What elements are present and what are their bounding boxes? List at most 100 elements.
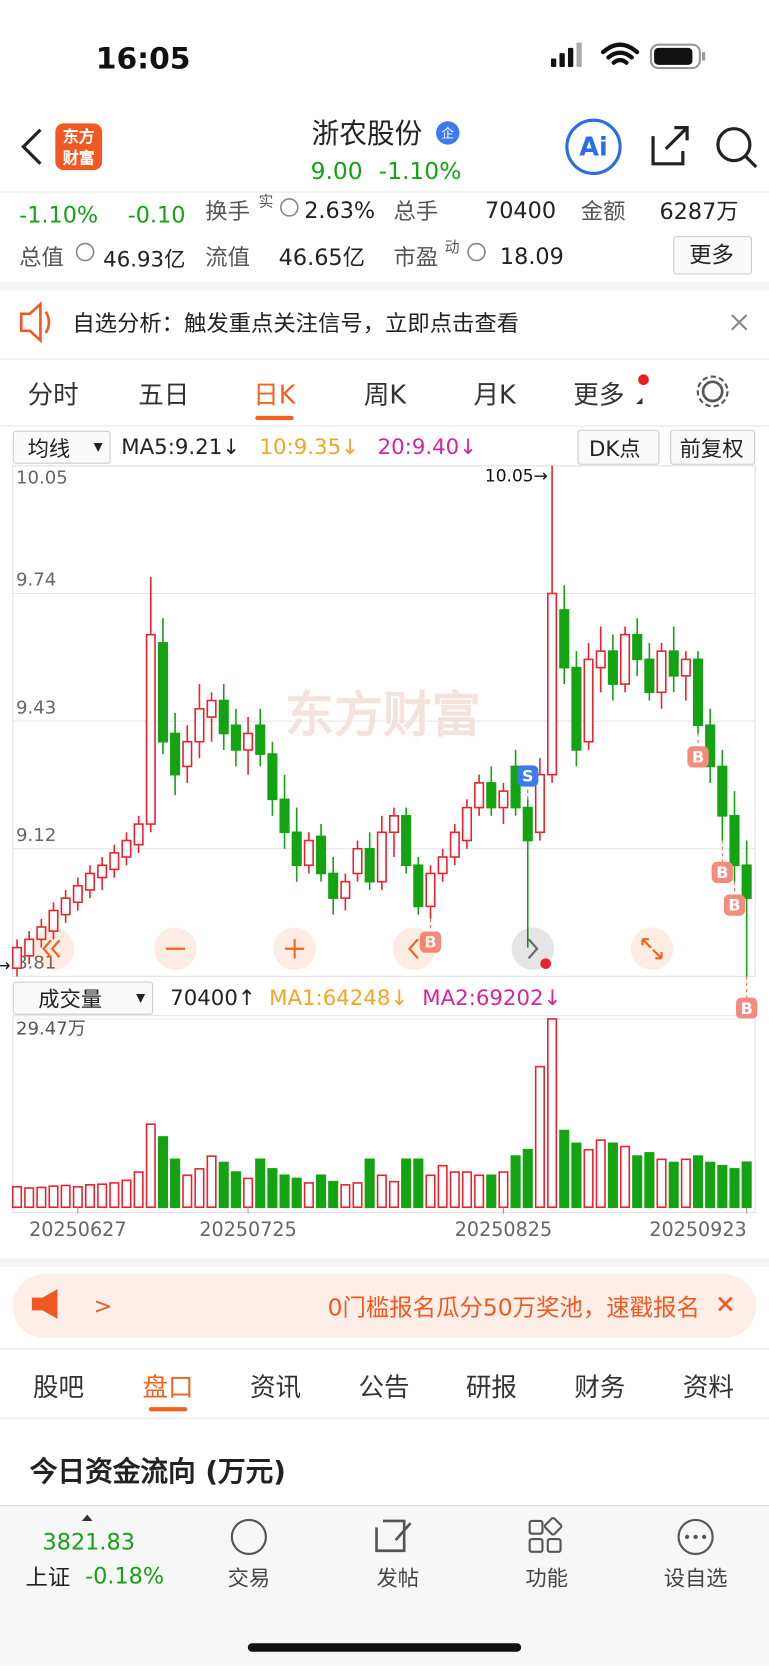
candle-body (109, 852, 120, 871)
candle-body (230, 724, 241, 751)
indicator-select[interactable] (12, 430, 111, 464)
index-value: 3821.83 (42, 1529, 135, 1556)
sub-tab[interactable]: 资料 (682, 1372, 734, 1403)
volume-frame (12, 1015, 756, 1214)
price: 9.00 (310, 159, 363, 186)
volume-bar (255, 1158, 266, 1209)
period-tab[interactable]: 更多 (573, 380, 625, 411)
volume-bar (388, 1180, 400, 1209)
candle-body (510, 765, 521, 809)
sub-tab[interactable]: 研报 (465, 1372, 517, 1403)
signal-label: B (692, 747, 704, 766)
volume-bar (145, 1123, 156, 1209)
vol-legend: 70400↑ (170, 984, 256, 1011)
vol-select[interactable] (12, 981, 154, 1015)
volume-bar (717, 1164, 728, 1209)
period-tab[interactable]: 周K (363, 380, 407, 411)
low-label: 8.81→ (0, 956, 11, 976)
divider (0, 191, 769, 193)
candle-body (182, 740, 193, 768)
nav-item[interactable]: 发帖 (376, 1565, 420, 1591)
signal-label: B (741, 999, 753, 1018)
nav-item[interactable]: 设自选 (663, 1565, 728, 1591)
adjust-button[interactable] (670, 429, 756, 465)
volume-bar (510, 1155, 521, 1209)
volume-bar (437, 1164, 448, 1209)
candle-body (291, 831, 302, 867)
volume-bar (705, 1161, 716, 1209)
adjust-label[interactable]: 前复权 (679, 435, 744, 462)
volume-bar (474, 1174, 485, 1209)
vol-legend: MA1:64248↓ (269, 984, 409, 1011)
divider (0, 1417, 769, 1419)
high-label: 10.05→ (485, 467, 548, 487)
candle-body (194, 707, 205, 743)
volume-bar (279, 1174, 290, 1209)
volume-bar (656, 1158, 667, 1209)
dropdown: ▼ (136, 990, 146, 1005)
nav-item[interactable]: 交易 (227, 1565, 271, 1591)
volume-bar (583, 1148, 594, 1209)
ai-button[interactable]: Ai (579, 131, 608, 162)
signal-label: B (716, 863, 728, 882)
volume-bar (121, 1179, 132, 1209)
sub-tab[interactable]: 资讯 (249, 1372, 302, 1403)
volume-bar (449, 1171, 460, 1209)
date-label: 20250725 (199, 1218, 296, 1241)
vol-indicator[interactable]: 成交量 (38, 986, 103, 1013)
candle-body (170, 732, 181, 776)
volume-bar (218, 1161, 229, 1209)
indicator[interactable]: 均线 (27, 435, 71, 462)
volume-bar (170, 1158, 181, 1209)
date-label: 20250627 (29, 1218, 126, 1241)
candle-body (72, 885, 83, 904)
quote-value: 46.65亿 (278, 244, 365, 271)
quote-value: -1.10% (19, 202, 99, 228)
candle-body (218, 699, 229, 735)
index-name: 上证 (25, 1564, 71, 1591)
volume-bar (680, 1158, 691, 1209)
more-label[interactable]: 更多 (689, 242, 734, 269)
signal-badge (736, 997, 758, 1019)
quote-sup: 动 (444, 239, 460, 257)
signal-badge (687, 746, 709, 768)
candle-body (340, 880, 351, 899)
candle-body (534, 773, 545, 834)
volume-bar (230, 1171, 241, 1209)
period-tab[interactable]: 日K (253, 380, 296, 411)
badge: 企 (441, 126, 455, 141)
sub-tab[interactable]: 财务 (574, 1372, 626, 1403)
volume-bar (401, 1158, 412, 1209)
volume-bar (291, 1177, 302, 1209)
promo-text[interactable]: 0门槛报名瓜分50万奖池，速戳报名 (327, 1295, 700, 1323)
quote-value: 6287万 (659, 198, 739, 225)
volume-bar (36, 1186, 47, 1209)
signal-label: B (728, 896, 740, 915)
period-tab[interactable]: 月K (473, 380, 516, 411)
vol-tick-label: 29.47万 (16, 1019, 86, 1040)
candle-body (145, 633, 156, 825)
sub-tab[interactable]: 盘口 (142, 1372, 194, 1403)
candle-body (522, 806, 533, 842)
volume-bar (24, 1187, 35, 1209)
dk-button[interactable] (577, 429, 660, 465)
notice[interactable]: 自选分析：触发重点关注信号，立即点击查看 (72, 310, 520, 337)
candle-body (583, 658, 594, 743)
candle-body (559, 609, 570, 669)
candle-body (352, 847, 363, 875)
date-label: 20250825 (455, 1218, 552, 1241)
signal-badge (419, 931, 442, 953)
sub-tab[interactable]: 公告 (358, 1372, 410, 1403)
candle-body (328, 872, 339, 899)
more-button[interactable] (673, 236, 752, 275)
sub-tab[interactable]: 股吧 (32, 1372, 85, 1403)
nav-item[interactable]: 功能 (525, 1565, 568, 1591)
volume-bar (315, 1174, 327, 1209)
volume-bar (668, 1161, 679, 1209)
candle-body (607, 650, 618, 685)
vol-legend: MA2:69202↓ (422, 984, 562, 1011)
logo: 东方 (62, 127, 95, 147)
period-tab[interactable]: 分时 (27, 380, 79, 411)
period-tab[interactable]: 五日 (138, 380, 190, 411)
dk-label[interactable]: DK点 (588, 435, 641, 462)
